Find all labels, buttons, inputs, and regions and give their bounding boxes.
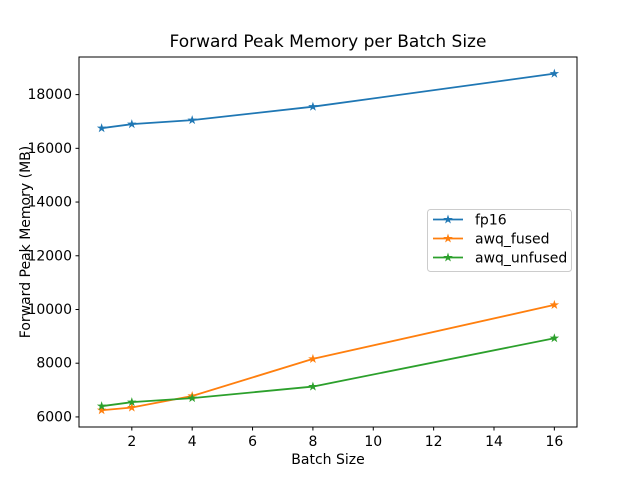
chart-title: Forward Peak Memory per Batch Size	[170, 32, 487, 52]
legend-label-fp16: fp16	[475, 213, 507, 229]
legend-sample-marker-awq_unfused	[443, 252, 453, 262]
axes-border	[78, 56, 578, 428]
series-group	[96, 68, 560, 415]
x-tick-label: 4	[188, 434, 197, 450]
data-marker-awq_fused	[549, 299, 560, 309]
data-marker-fp16	[549, 68, 560, 78]
x-axis: 2 4 6 8 10 12 14 16	[127, 427, 563, 450]
data-marker-awq_unfused	[308, 381, 318, 391]
legend-sample-marker-awq_fused	[443, 233, 453, 243]
y-tick-label: 18000	[27, 87, 72, 103]
legend: fp16 awq_fused awq_unfused	[427, 209, 572, 272]
data-marker-fp16	[127, 119, 137, 129]
y-tick-label: 16000	[27, 141, 72, 157]
data-marker-awq_fused	[308, 353, 318, 363]
data-marker-fp16	[187, 115, 197, 125]
data-marker-fp16	[96, 123, 107, 133]
y-axis: 6000 8000 10000 12000 14000 16000 18000	[27, 87, 79, 425]
x-tick-label: 12	[425, 434, 443, 450]
y-axis-label: Forward Peak Memory (MB)	[18, 146, 34, 338]
x-tick-label: 6	[248, 434, 257, 450]
legend-samples	[433, 214, 463, 262]
x-tick-label: 2	[127, 434, 136, 450]
y-tick-label: 10000	[27, 302, 72, 318]
data-marker-awq_fused	[127, 402, 137, 412]
legend-border	[427, 209, 572, 272]
data-marker-awq_unfused	[549, 333, 560, 343]
legend-sample-marker-fp16	[443, 214, 453, 224]
data-marker-awq_unfused	[127, 397, 137, 407]
legend-label-awq-unfused: awq_unfused	[475, 251, 567, 267]
legend-label-awq-fused: awq_fused	[475, 232, 550, 248]
y-tick-label: 6000	[36, 409, 72, 425]
x-tick-label: 16	[545, 434, 563, 450]
y-tick-label: 12000	[27, 248, 72, 264]
data-marker-fp16	[308, 101, 318, 111]
y-tick-label: 8000	[36, 356, 72, 372]
data-marker-awq_unfused	[96, 401, 107, 411]
x-axis-label: Batch Size	[291, 452, 364, 468]
x-tick-label: 8	[308, 434, 317, 450]
data-marker-awq_fused	[96, 405, 107, 415]
x-tick-label: 10	[364, 434, 382, 450]
x-tick-label: 14	[485, 434, 503, 450]
data-marker-awq_unfused	[187, 393, 197, 403]
y-tick-label: 14000	[27, 195, 72, 211]
